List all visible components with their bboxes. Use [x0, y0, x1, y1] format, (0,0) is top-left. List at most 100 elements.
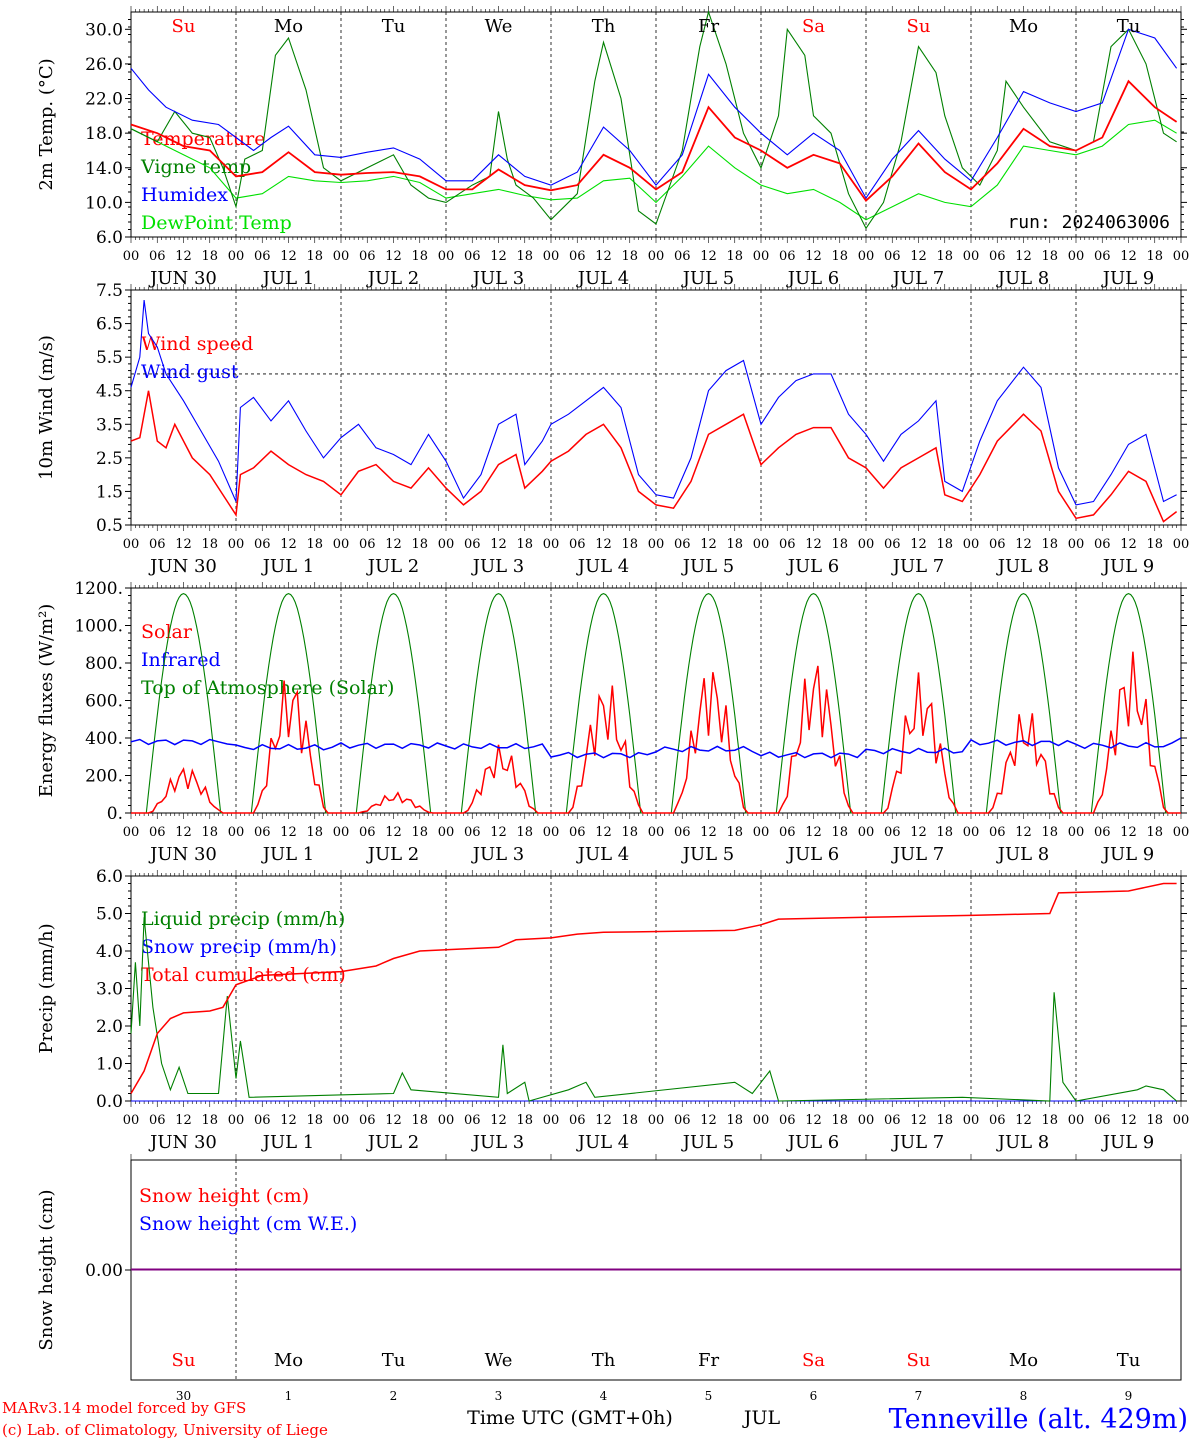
- legend-entry: Total cumulated (cm): [141, 964, 346, 986]
- hour-label: 00: [648, 537, 665, 552]
- hour-label: 00: [228, 249, 245, 264]
- hour-label: 12: [700, 249, 717, 264]
- series-line-infrared: [130, 737, 1182, 759]
- hour-label: 06: [254, 537, 271, 552]
- weekday-label: Fr: [698, 16, 719, 37]
- date-label: JUL 1: [261, 844, 315, 865]
- weekday-label: Tu: [382, 16, 406, 37]
- hour-label: 18: [516, 825, 533, 840]
- date-label: JUL 2: [366, 1132, 420, 1153]
- hour-label: 18: [201, 249, 218, 264]
- hour-label: 18: [516, 249, 533, 264]
- date-label: JUL 3: [471, 844, 525, 865]
- hour-label: 06: [569, 537, 586, 552]
- hour-label: 18: [621, 537, 638, 552]
- hour-label: 18: [936, 825, 953, 840]
- y-tick-label: 200.: [85, 767, 123, 787]
- hour-label: 00: [963, 1113, 980, 1128]
- hour-label: 06: [149, 249, 166, 264]
- hour-label: 12: [280, 825, 297, 840]
- hour-label: 18: [726, 249, 743, 264]
- hour-label: 18: [1041, 249, 1058, 264]
- lab-credit: (c) Lab. of Climatology, University of L…: [2, 1421, 328, 1439]
- hour-label: 12: [280, 249, 297, 264]
- hour-label: 12: [385, 537, 402, 552]
- hour-label: 06: [989, 1113, 1006, 1128]
- hour-label: 06: [779, 825, 796, 840]
- y-tick-label: 800.: [85, 654, 123, 674]
- hour-label: 12: [385, 249, 402, 264]
- series-line-humidex: [130, 28, 1178, 200]
- y-tick-label: 2.5: [96, 449, 123, 469]
- series-line-solar: [131, 651, 1181, 814]
- series-line-vigne-temp: [130, 10, 1177, 230]
- hour-label: 06: [254, 1113, 271, 1128]
- y-axis-label: Snow height (cm): [36, 1189, 57, 1350]
- hour-label: 06: [569, 249, 586, 264]
- hour-label: 00: [963, 249, 980, 264]
- panel-2: 0.5 1.5 2.5 3.5 4.5 5.5 6.5 7.5 10m Wind (m/s) 00…: [36, 281, 1189, 577]
- hour-label: 00: [648, 825, 665, 840]
- y-tick-label: 0.0: [96, 1092, 123, 1112]
- hour-label: 12: [805, 537, 822, 552]
- y-tick-label: 18.0: [85, 124, 123, 144]
- date-label: JUL 6: [786, 1132, 840, 1153]
- y-tick-label: 400.: [85, 729, 123, 749]
- hour-label: 18: [201, 537, 218, 552]
- weekday-label: We: [485, 1350, 513, 1371]
- hour-label: 12: [805, 825, 822, 840]
- y-tick-label: 4.0: [96, 942, 123, 962]
- weekday-label: Tu: [1117, 16, 1141, 37]
- hour-label: 00: [1068, 1113, 1085, 1128]
- hour-label: 18: [306, 249, 323, 264]
- hour-label: 18: [306, 825, 323, 840]
- legend-entry: Vigne temp: [140, 156, 251, 178]
- hour-label: 18: [1146, 825, 1163, 840]
- hour-label: 00: [858, 825, 875, 840]
- hour-label: 06: [464, 537, 481, 552]
- day-number-label: 8: [1020, 1389, 1028, 1403]
- hour-label: 18: [621, 1113, 638, 1128]
- hour-label: 06: [989, 825, 1006, 840]
- hour-label: 06: [254, 249, 271, 264]
- hour-label: 18: [1146, 1113, 1163, 1128]
- hour-label: 12: [1015, 249, 1032, 264]
- weekday-label: Sa: [802, 16, 825, 37]
- hour-label: 00: [333, 249, 350, 264]
- y-axis-label: 10m Wind (m/s): [36, 335, 57, 480]
- hour-label: 00: [543, 249, 560, 264]
- y-tick-label: 2.0: [96, 1017, 123, 1037]
- hour-label: 12: [700, 537, 717, 552]
- date-label: JUL 7: [891, 1132, 945, 1153]
- hour-label: 12: [175, 249, 192, 264]
- hour-label: 12: [805, 1113, 822, 1128]
- y-axis-label: Precip (mm/h): [36, 923, 57, 1053]
- hour-label: 18: [201, 1113, 218, 1128]
- day-number-label: 5: [705, 1389, 713, 1403]
- hour-label: 06: [674, 537, 691, 552]
- hour-label: 12: [490, 537, 507, 552]
- date-label: JUL 6: [786, 268, 840, 289]
- hour-label: 18: [726, 537, 743, 552]
- hour-label: 06: [1094, 249, 1111, 264]
- hour-label: 18: [726, 825, 743, 840]
- hour-label: 00: [123, 249, 140, 264]
- hour-label: 06: [884, 249, 901, 264]
- date-label: JUL 8: [996, 556, 1050, 577]
- hour-label: 00: [648, 1113, 665, 1128]
- hour-label: 00: [1068, 825, 1085, 840]
- hour-label: 18: [411, 825, 428, 840]
- hour-label: 06: [779, 249, 796, 264]
- hour-label: 18: [1041, 537, 1058, 552]
- date-label: JUL 3: [471, 556, 525, 577]
- y-tick-label: 600.: [85, 692, 123, 712]
- hour-label: 12: [490, 1113, 507, 1128]
- hour-label: 18: [306, 1113, 323, 1128]
- run-label: run: 2024063006: [1007, 212, 1170, 233]
- date-label: JUL 3: [471, 268, 525, 289]
- hour-label: 12: [595, 1113, 612, 1128]
- month-label: JUL: [742, 1407, 781, 1429]
- hour-label: 06: [1094, 537, 1111, 552]
- hour-label: 00: [1173, 825, 1190, 840]
- y-tick-label: 0.00: [85, 1261, 123, 1281]
